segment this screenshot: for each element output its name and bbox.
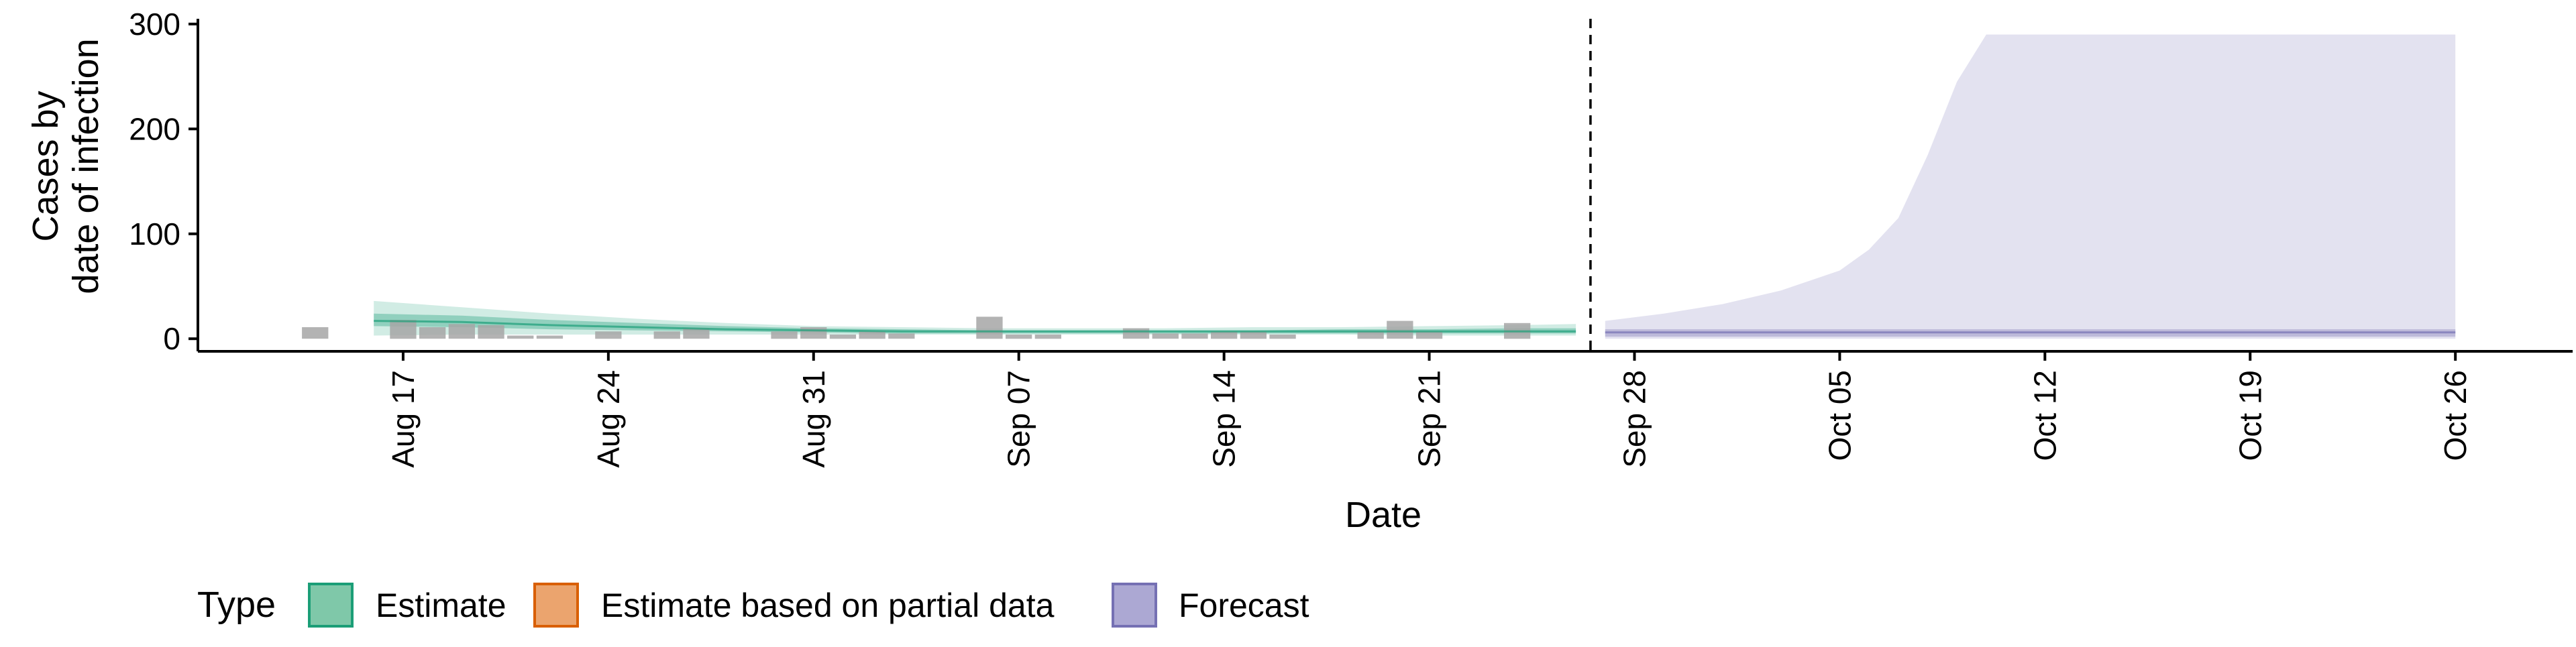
y-tick-label: 100	[129, 217, 180, 251]
observed-bar	[478, 325, 504, 339]
observed-bar	[507, 335, 534, 339]
forecast-band-90	[1605, 34, 2456, 339]
observed-bar	[1269, 335, 1296, 339]
legend-swatch-forecast	[1112, 583, 1157, 628]
y-axis-title-line-2: date of infection	[66, 38, 106, 294]
estimate-band-90	[374, 300, 1576, 336]
x-tick-label: Aug 24	[591, 370, 626, 468]
x-tick-label: Sep 28	[1617, 370, 1652, 468]
observed-bar	[390, 320, 417, 339]
observed-bar	[976, 316, 1003, 339]
observed-bar	[1034, 335, 1061, 339]
x-axis-title: Date	[1345, 495, 1421, 535]
y-tick-label: 300	[129, 7, 180, 42]
x-tick-label: Sep 21	[1412, 370, 1447, 468]
observed-bar	[1211, 331, 1238, 339]
legend-swatch-partial	[533, 583, 579, 628]
observed-bar	[302, 327, 329, 339]
observed-bar	[683, 328, 710, 339]
x-tick-label: Oct 12	[2027, 370, 2062, 461]
observed-bar	[1240, 331, 1267, 339]
x-tick-label: Sep 14	[1207, 370, 1242, 468]
legend-title: Type	[197, 585, 276, 625]
observed-bar	[1122, 328, 1150, 339]
axes: 0 100 200 300 Aug 17 Aug 24 Aug 31 Sep 07 Sep 14…	[129, 7, 2573, 468]
y-axis-title-line-1: Cases by	[25, 91, 66, 241]
legend-label-forecast: Forecast	[1179, 587, 1309, 624]
observed-bar	[859, 331, 885, 339]
y-tick-label: 200	[129, 111, 180, 146]
x-tick-label: Oct 19	[2233, 370, 2267, 461]
observed-bar	[1181, 333, 1208, 339]
observed-bar	[595, 331, 622, 339]
median-lines	[374, 320, 2456, 334]
x-tick-label: Sep 07	[1002, 370, 1036, 468]
estimate-median-line	[374, 320, 1576, 333]
x-tick-label: Oct 05	[1822, 370, 1857, 461]
observed-bar	[1357, 331, 1384, 339]
observed-bar	[1415, 331, 1443, 339]
observed-bar	[1006, 335, 1032, 339]
x-tick-label: Aug 31	[796, 370, 831, 468]
observed-bar	[1152, 333, 1179, 339]
x-tick-label: Aug 17	[386, 370, 421, 468]
observed-bar	[419, 327, 446, 339]
observed-bar	[1387, 320, 1413, 339]
legend-label-partial: Estimate based on partial data	[601, 587, 1055, 624]
observed-bar	[536, 335, 564, 339]
legend-swatch-estimate	[308, 583, 354, 628]
observed-bar	[888, 333, 915, 339]
observed-bar	[800, 327, 827, 339]
legend: Type Estimate Estimate based on partial …	[197, 583, 1309, 628]
observed-bar	[448, 324, 475, 339]
y-tick-label: 0	[163, 321, 180, 356]
x-tick-label: Oct 26	[2438, 370, 2473, 461]
observed-bar	[771, 331, 798, 339]
legend-label-estimate: Estimate	[376, 587, 506, 624]
uncertainty-bands	[374, 34, 2456, 339]
observed-bar	[829, 335, 857, 339]
observed-bar	[653, 331, 680, 339]
